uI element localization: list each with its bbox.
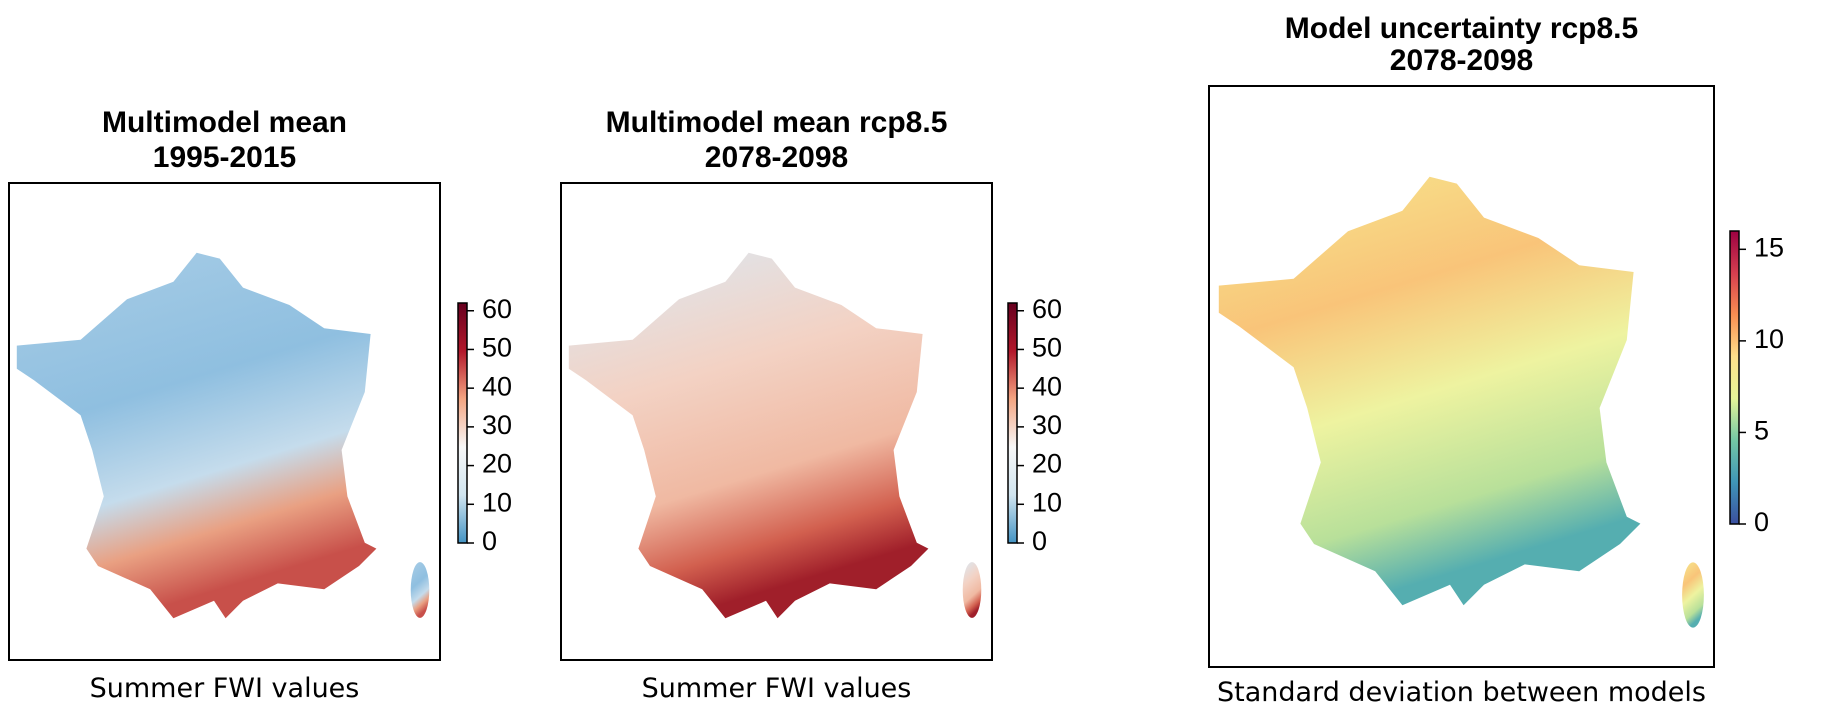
colorbar-tick-label: 50 bbox=[1032, 333, 1062, 363]
colorbar-tick-label: 10 bbox=[482, 487, 512, 517]
caption: Summer FWI values bbox=[642, 673, 912, 704]
panel-subtitle: 1995-2015 bbox=[153, 141, 296, 174]
colorbar bbox=[1007, 302, 1018, 544]
panel-subtitle: 2078-2098 bbox=[705, 141, 848, 174]
colorbar-tick-label: 10 bbox=[1032, 487, 1062, 517]
colorbar-tick-label: 40 bbox=[482, 371, 512, 401]
panel-title: Multimodel mean rcp8.5 bbox=[606, 106, 948, 139]
france-shape bbox=[568, 252, 929, 619]
colorbar-tick-label: 0 bbox=[1754, 507, 1769, 537]
colorbar-tick-label: 40 bbox=[1032, 371, 1062, 401]
corsica-shape bbox=[962, 562, 982, 618]
corsica-shape bbox=[410, 562, 430, 618]
panel-subtitle: 2078-2098 bbox=[1390, 44, 1533, 77]
corsica-shape bbox=[1682, 562, 1704, 628]
colorbar-tick-label: 0 bbox=[482, 526, 497, 556]
panel-title: Multimodel mean bbox=[102, 106, 347, 139]
colorbar-tick-label: 10 bbox=[1754, 324, 1784, 354]
colorbar bbox=[1729, 230, 1740, 525]
map-frame bbox=[8, 182, 441, 661]
colorbar-tick-label: 60 bbox=[482, 294, 512, 324]
caption: Standard deviation between models bbox=[1217, 677, 1706, 706]
map-region bbox=[568, 252, 982, 619]
map-frame bbox=[560, 182, 993, 661]
colorbar-tick-label: 50 bbox=[482, 333, 512, 363]
caption: Summer FWI values bbox=[90, 673, 360, 704]
map-frame bbox=[1208, 85, 1715, 668]
colorbar bbox=[457, 302, 468, 544]
colorbar-tick-label: 20 bbox=[1032, 449, 1062, 479]
colorbar-tick-label: 30 bbox=[1032, 410, 1062, 440]
colorbar-tick-label: 15 bbox=[1754, 232, 1784, 262]
colorbar-tick-label: 5 bbox=[1754, 416, 1769, 446]
colorbar-tick-label: 30 bbox=[482, 410, 512, 440]
map-region bbox=[16, 252, 430, 619]
colorbar-tick-label: 0 bbox=[1032, 526, 1047, 556]
france-shape bbox=[1218, 176, 1641, 606]
map-region bbox=[1218, 176, 1704, 628]
colorbar-tick-label: 20 bbox=[482, 449, 512, 479]
france-shape bbox=[16, 252, 377, 619]
panel-title: Model uncertainty rcp8.5 bbox=[1285, 12, 1638, 45]
colorbar-tick-label: 60 bbox=[1032, 294, 1062, 324]
